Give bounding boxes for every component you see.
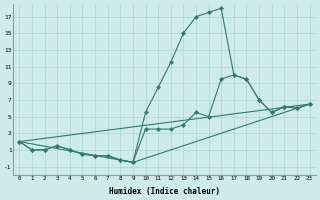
- X-axis label: Humidex (Indice chaleur): Humidex (Indice chaleur): [109, 187, 220, 196]
